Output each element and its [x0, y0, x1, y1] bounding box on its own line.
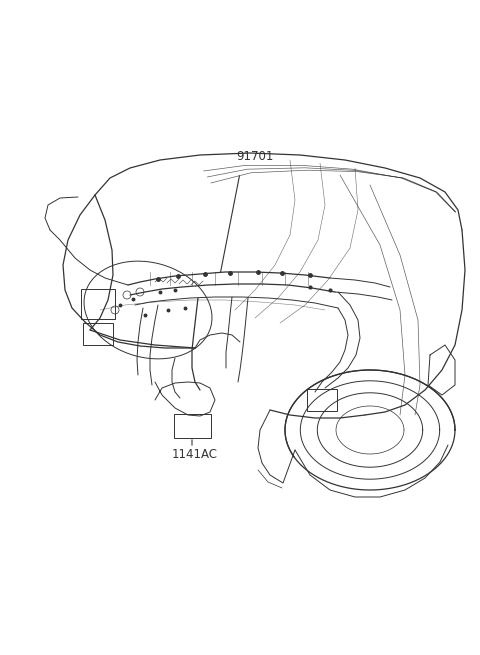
Text: 91701: 91701	[236, 150, 274, 163]
Text: 1141AC: 1141AC	[172, 448, 218, 461]
